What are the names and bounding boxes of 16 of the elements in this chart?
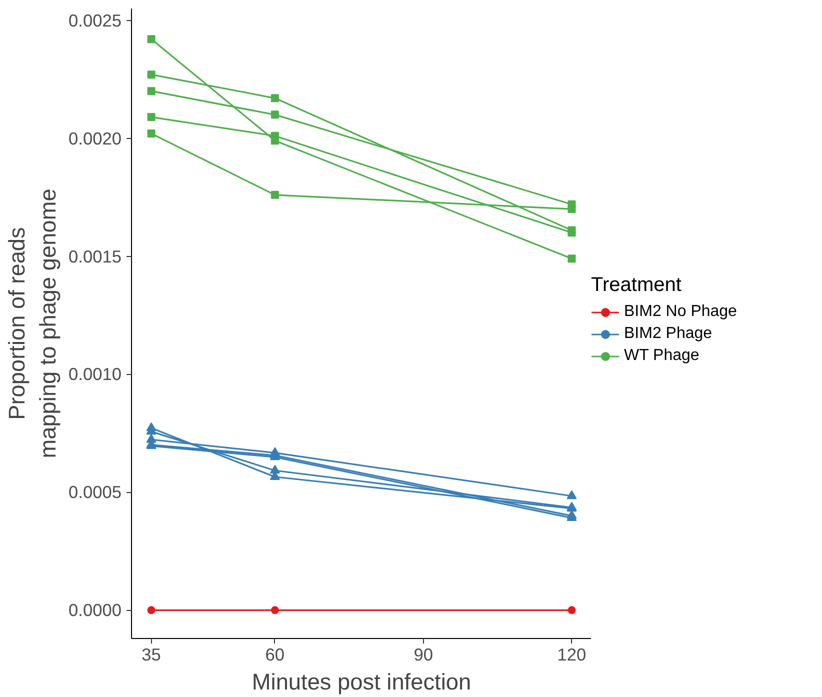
legend-title: Treatment [591,274,682,296]
y-tick-label: 0.0020 [68,128,122,148]
y-tick-label: 0.0000 [68,600,122,620]
y-tick-label: 0.0015 [68,246,122,266]
legend-label: BIM2 No Phage [624,302,737,320]
x-tick-label: 60 [265,644,285,664]
x-tick-label: 35 [142,644,161,664]
legend-label: WT Phage [624,346,700,364]
x-axis-title: Minutes post infection [252,668,472,694]
y-tick-label: 0.0005 [68,482,122,502]
x-tick-label: 90 [414,644,433,664]
y-tick-label: 0.0025 [68,10,122,30]
x-tick-label: 120 [557,644,586,664]
y-tick-label: 0.0010 [68,364,122,384]
legend-label: BIM2 Phage [624,324,712,342]
y-axis-title: Proportion of reads mapping to phage genome [3,188,60,458]
